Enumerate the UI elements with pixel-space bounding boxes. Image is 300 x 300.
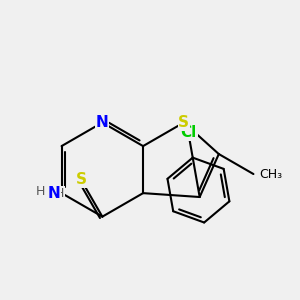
Text: CH₃: CH₃: [259, 167, 282, 181]
Text: N: N: [96, 115, 109, 130]
Text: S: S: [76, 172, 87, 188]
Text: Cl: Cl: [181, 125, 197, 140]
Text: S: S: [178, 115, 189, 130]
Text: N: N: [47, 186, 60, 201]
Text: H: H: [35, 185, 45, 198]
Text: H: H: [55, 187, 64, 200]
